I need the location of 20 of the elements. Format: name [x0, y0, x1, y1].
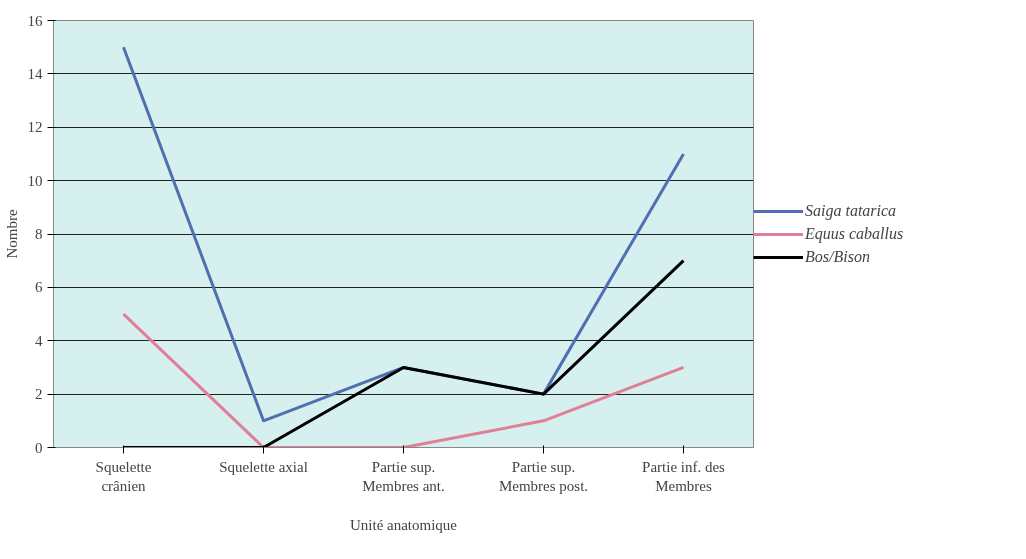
y-tick-label: 14	[27, 65, 43, 82]
x-tick-label: Partie sup. Membres post.	[498, 458, 589, 494]
y-tick-label: 10	[27, 172, 43, 189]
legend-label: Equus caballus	[805, 224, 904, 243]
x-axis-title: Unité anatomique	[349, 516, 458, 533]
x-tick-label: Partie inf. des Membres	[642, 458, 726, 494]
y-axis-title: Nombre	[3, 209, 20, 259]
y-tick-label: 8	[35, 226, 43, 242]
y-tick-label: 0	[35, 439, 43, 456]
line-series	[122, 312, 685, 448]
y-tick-label: 4	[35, 332, 43, 349]
y-tick-label: 16	[27, 12, 43, 29]
y-tick-label: 6	[35, 279, 43, 296]
x-tick-label: Partie sup. Membres ant.	[362, 458, 445, 494]
y-tick-label: 12	[27, 119, 43, 136]
legend-label: Saiga tatarica	[805, 201, 897, 220]
x-tick-label: Squelette crânien	[95, 458, 152, 494]
legend-label: Bos/Bison	[805, 247, 870, 266]
y-tick-label: 2	[35, 386, 43, 403]
x-tick-label: Squelette axial	[219, 458, 308, 475]
